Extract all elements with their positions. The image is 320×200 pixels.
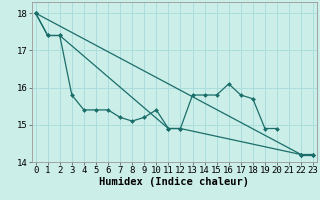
X-axis label: Humidex (Indice chaleur): Humidex (Indice chaleur) (100, 177, 249, 187)
